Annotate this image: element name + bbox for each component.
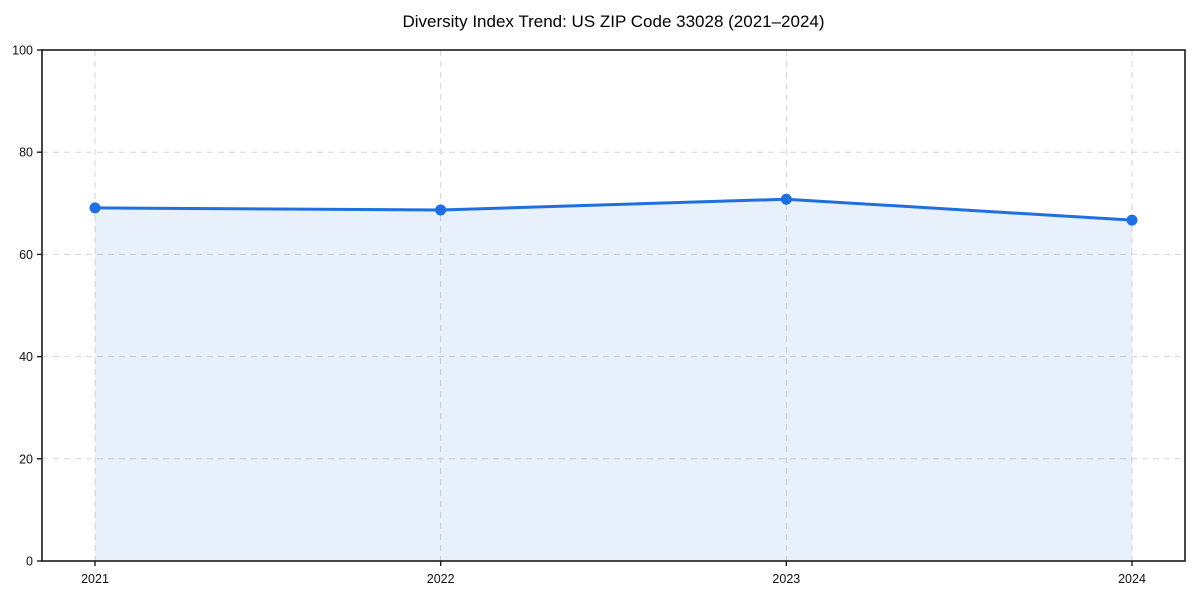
x-tick-label: 2022 xyxy=(427,572,455,586)
x-tick-label: 2021 xyxy=(81,572,109,586)
data-point-2024 xyxy=(1126,214,1138,226)
y-tick-label: 60 xyxy=(19,248,33,262)
y-tick-label: 100 xyxy=(12,44,33,58)
y-tick-label: 20 xyxy=(19,452,33,466)
y-tick-label: 40 xyxy=(19,350,33,364)
y-tick-label: 0 xyxy=(26,555,33,569)
data-point-2022 xyxy=(435,204,447,216)
data-point-2023 xyxy=(780,193,792,205)
x-tick-label: 2023 xyxy=(772,572,800,586)
plot-border xyxy=(41,49,1186,562)
y-tick-label: 80 xyxy=(19,146,33,160)
chart-title: Diversity Index Trend: US ZIP Code 33028… xyxy=(402,12,825,31)
area-fill xyxy=(95,199,1132,561)
x-tick-label: 2024 xyxy=(1118,572,1146,586)
data-point-2021 xyxy=(89,202,101,214)
trend-line xyxy=(93,197,1134,222)
